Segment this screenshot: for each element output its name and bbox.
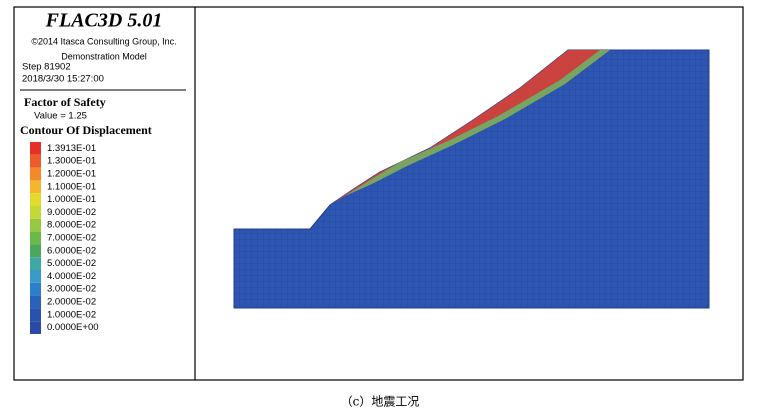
legend-label: 4.0000E-02 xyxy=(47,271,96,282)
legend-label: 6.0000E-02 xyxy=(47,245,96,256)
caption: （c）地震工况 xyxy=(341,395,420,409)
displacement-band xyxy=(345,50,610,196)
legend-swatch xyxy=(30,282,41,296)
legend-label: 7.0000E-02 xyxy=(47,233,96,244)
legend-label: 8.0000E-02 xyxy=(47,220,96,231)
legend-label: 1.0000E-02 xyxy=(47,309,96,320)
legend-label: 1.0000E-01 xyxy=(47,194,96,205)
legend-label: 3.0000E-02 xyxy=(47,284,96,295)
legend-swatch xyxy=(30,308,41,322)
factor-title: Factor of Safety xyxy=(24,95,106,109)
legend-swatch xyxy=(30,231,41,245)
legend-swatch xyxy=(30,295,41,309)
displacement-band xyxy=(330,50,600,205)
step: Step 81902 xyxy=(22,62,71,73)
date: 2018/3/30 15:27:00 xyxy=(22,74,104,85)
legend-label: 1.3913E-01 xyxy=(47,143,96,154)
legend-swatch xyxy=(30,218,41,232)
legend-title: Contour Of Displacement xyxy=(20,123,152,137)
legend-swatch xyxy=(30,257,41,270)
legend-swatch xyxy=(30,244,41,258)
app-title: FLAC3D 5.01 xyxy=(45,10,163,32)
copyright: ©2014 Itasca Consulting Group, Inc. xyxy=(31,36,176,46)
legend-swatch xyxy=(30,206,41,219)
legend-swatch xyxy=(30,321,41,334)
legend-swatch xyxy=(30,193,41,206)
legend-label: 1.1000E-01 xyxy=(47,181,96,192)
model-mesh xyxy=(233,49,710,309)
factor-value: Value = 1.25 xyxy=(34,111,87,122)
legend-swatch xyxy=(30,167,41,181)
frame xyxy=(13,6,744,381)
legend-swatch xyxy=(30,142,41,155)
legend-label: 1.3000E-01 xyxy=(47,156,96,167)
legend-swatch xyxy=(30,270,41,283)
legend-swatch xyxy=(30,154,41,168)
legend-label: 0.0000E+00 xyxy=(47,322,99,333)
legend-label: 2.0000E-02 xyxy=(47,297,96,308)
legend-label: 1.2000E-01 xyxy=(47,169,96,180)
legend-label: 9.0000E-02 xyxy=(47,207,96,218)
legend-label: 5.0000E-02 xyxy=(47,258,96,269)
legend-swatch xyxy=(30,180,41,194)
model-name: Demonstration Model xyxy=(61,51,147,61)
